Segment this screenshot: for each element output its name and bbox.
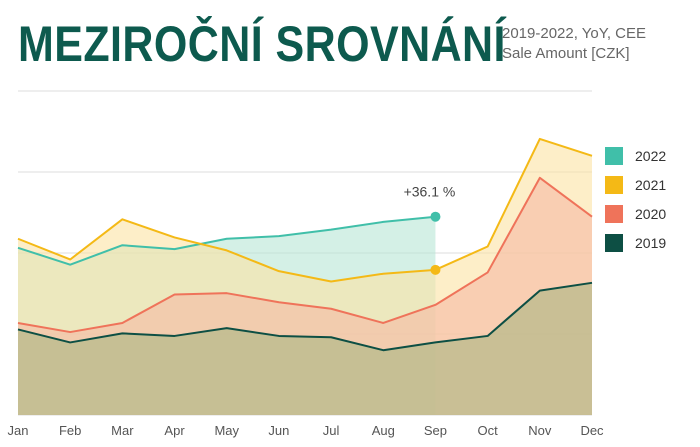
- x-tick-dec: Dec: [580, 423, 604, 438]
- x-tick-feb: Feb: [59, 423, 81, 438]
- x-axis-ticks: Jan Feb Mar Apr May Jun Jul Aug Sep Oct Nov Dec: [8, 423, 605, 438]
- subtitle-line-2: Sale Amount [CZK]: [502, 45, 630, 62]
- series-2020-line: [17, 176, 593, 334]
- x-tick-may: May: [214, 423, 239, 438]
- x-tick-jun: Jun: [268, 423, 289, 438]
- x-tick-oct: Oct: [478, 423, 499, 438]
- legend-swatch-2021: [605, 176, 623, 194]
- subtitle-line-1: 2019-2022, YoY, CEE: [502, 25, 647, 42]
- x-tick-nov: Nov: [528, 423, 552, 438]
- chart-subtitle: 2019-2022, YoY, CEE Sale Amount [CZK]: [502, 24, 646, 64]
- legend-label-2019: 2019: [635, 235, 666, 251]
- x-tick-apr: Apr: [164, 423, 185, 438]
- x-tick-jul: Jul: [323, 423, 340, 438]
- x-tick-jan: Jan: [8, 423, 29, 438]
- legend-swatch-2019: [605, 234, 623, 252]
- series-lines: [17, 137, 593, 352]
- x-tick-sep: Sep: [424, 423, 447, 438]
- legend-label-2021: 2021: [635, 177, 666, 193]
- series-2019-line: [17, 281, 593, 352]
- yoy-annotation: +36.1 %: [404, 184, 456, 200]
- series-2022-point-sep: [430, 211, 441, 222]
- legend-swatch-2020: [605, 205, 623, 223]
- annotation-markers: +36.1 %: [404, 184, 456, 275]
- legend-swatch-2022: [605, 147, 623, 165]
- series-2022-line: [17, 215, 436, 266]
- legend-label-2020: 2020: [635, 206, 666, 222]
- series-2021-line: [17, 137, 593, 283]
- legend: 2022 2021 2020 2019: [605, 147, 666, 252]
- x-tick-aug: Aug: [372, 423, 395, 438]
- legend-label-2022: 2022: [635, 148, 666, 164]
- series-2021-point-sep: [430, 264, 441, 275]
- page-title: MEZIROČNÍ SROVNÁNÍ: [18, 16, 506, 72]
- series-2019-area: [18, 282, 592, 415]
- x-tick-mar: Mar: [111, 423, 134, 438]
